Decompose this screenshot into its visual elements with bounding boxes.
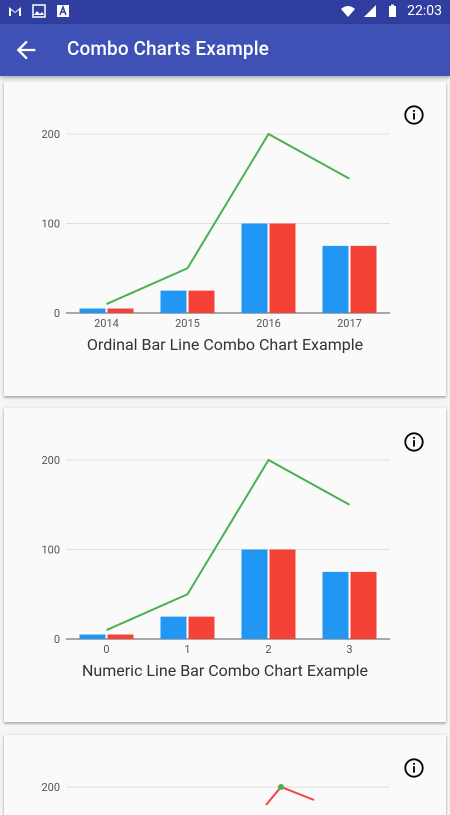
page-title: Combo Charts Example — [67, 37, 269, 60]
bar — [79, 308, 106, 313]
x-tick-label: 0 — [103, 643, 109, 656]
x-tick-label: 2014 — [94, 317, 119, 330]
app-bar: Combo Charts Example — [0, 24, 450, 76]
bar — [350, 571, 377, 639]
chart-card-numeric: 0 100 200 0 1 2 3 Numeric Line Bar Combo Chart… — [4, 408, 446, 722]
bar — [188, 290, 215, 313]
bar — [269, 223, 296, 313]
x-tick-label: 3 — [346, 643, 352, 656]
combo-chart-numeric: 0 100 200 0 1 2 3 — [41, 454, 390, 656]
wifi-icon — [341, 6, 356, 17]
x-tick-label: 2015 — [175, 317, 200, 330]
x-tick-label: 2 — [265, 643, 271, 656]
bar — [160, 616, 187, 639]
info-icon[interactable] — [403, 431, 425, 453]
y-tick-label: 0 — [54, 307, 60, 320]
y-tick-label: 100 — [41, 544, 60, 557]
info-icon[interactable] — [403, 104, 425, 126]
bar — [241, 223, 268, 313]
x-tick-label: 1 — [184, 643, 190, 656]
bar — [322, 245, 349, 313]
series-line — [106, 132, 350, 305]
y-tick-label: 200 — [41, 781, 60, 794]
status-bar: 22:03 — [0, 0, 450, 24]
bar — [350, 245, 377, 313]
bar — [107, 634, 134, 639]
bar — [188, 616, 215, 639]
bar — [241, 549, 268, 639]
bar — [107, 308, 134, 313]
x-tick-label: 2017 — [337, 317, 362, 330]
series-line — [265, 785, 315, 806]
signal-icon — [364, 5, 377, 17]
system-icons: 22:03 — [341, 3, 442, 19]
image-icon — [32, 4, 46, 18]
notification-icons — [8, 4, 70, 18]
combo-chart-third: 200 — [41, 781, 390, 806]
gmail-icon — [9, 7, 21, 16]
x-tick-label: 2016 — [256, 317, 281, 330]
chart-title: Numeric Line Bar Combo Chart Example — [82, 661, 368, 680]
series-line — [106, 458, 350, 631]
back-arrow-icon[interactable] — [12, 36, 40, 64]
y-tick-label: 200 — [41, 128, 60, 141]
battery-icon — [389, 4, 397, 17]
bar — [79, 634, 106, 639]
bar — [160, 290, 187, 313]
chart-card-ordinal: 0 100 200 2014 2015 2016 2017 Ordinal Bar Line… — [4, 82, 446, 396]
y-tick-label: 100 — [41, 218, 60, 231]
y-tick-label: 0 — [54, 633, 60, 646]
chart-title: Ordinal Bar Line Combo Chart Example — [86, 335, 364, 354]
text-icon — [57, 4, 69, 17]
combo-chart-ordinal: 0 100 200 2014 2015 2016 2017 — [41, 128, 390, 330]
status-time: 22:03 — [407, 3, 442, 19]
y-tick-label: 200 — [41, 454, 60, 467]
bar — [269, 549, 296, 639]
bar — [322, 571, 349, 639]
series-point — [278, 784, 284, 790]
chart-card-third: 200 — [4, 735, 446, 815]
info-icon[interactable] — [403, 757, 425, 779]
